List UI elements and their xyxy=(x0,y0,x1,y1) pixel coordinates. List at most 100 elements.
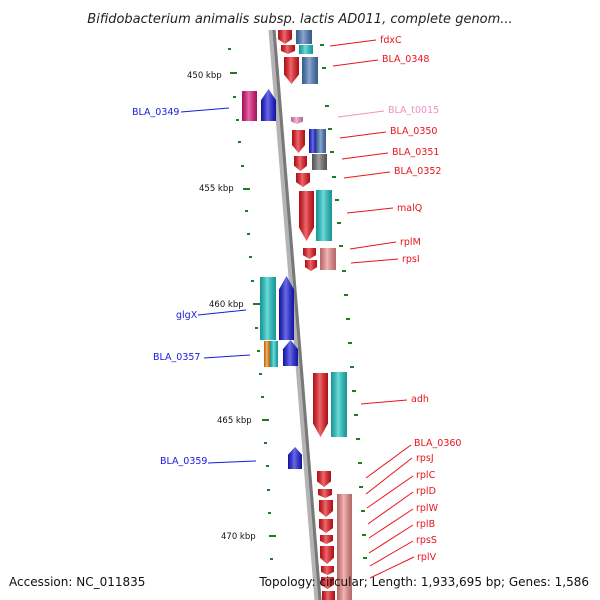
scale-tick xyxy=(249,256,252,258)
scale-tick xyxy=(348,342,352,344)
gene-label-rplm[interactable]: rplM xyxy=(400,237,421,248)
scale-tick xyxy=(328,128,332,130)
gene-label-bla-0349[interactable]: BLA_0349 xyxy=(132,107,179,118)
gene-label-bla-0348[interactable]: BLA_0348 xyxy=(382,54,429,65)
gene-rpld[interactable] xyxy=(319,519,333,533)
gene-block[interactable] xyxy=(264,341,270,367)
gene-label-fdxc[interactable]: fdxC xyxy=(380,35,402,46)
gene-fdxc[interactable] xyxy=(281,45,295,54)
gene-block[interactable] xyxy=(312,154,327,170)
gene-bla-0350[interactable] xyxy=(292,130,305,153)
scale-tick xyxy=(320,44,324,46)
gene-label-glgx[interactable]: glgX xyxy=(176,310,198,321)
gene-rplv[interactable] xyxy=(321,577,334,589)
gene-bla-t0015[interactable] xyxy=(291,117,303,124)
scale-tick xyxy=(359,486,363,488)
scale-tick xyxy=(230,72,237,74)
scale-tick xyxy=(350,366,354,368)
kbp-label: 460 kbp xyxy=(209,300,244,310)
scale-tick xyxy=(270,558,273,560)
gene-block[interactable] xyxy=(270,341,278,367)
scale-tick xyxy=(255,327,258,329)
gene-label-bla-0352[interactable]: BLA_0352 xyxy=(394,166,441,177)
gene-bla-0348[interactable] xyxy=(284,57,299,84)
scale-tick xyxy=(268,512,271,514)
gene-features xyxy=(242,30,352,600)
scale-tick xyxy=(335,199,339,201)
kbp-label: 450 kbp xyxy=(187,71,222,81)
gene-block[interactable] xyxy=(299,45,313,54)
scale-tick xyxy=(362,534,366,536)
gene-rplw[interactable] xyxy=(320,535,333,544)
gene-block[interactable] xyxy=(316,190,332,241)
gene-bla-0359[interactable] xyxy=(288,447,302,469)
gene-label-bla-0359[interactable]: BLA_0359 xyxy=(160,456,207,467)
gene-glgx[interactable] xyxy=(279,276,294,340)
gene-label-bla-0360[interactable]: BLA_0360 xyxy=(414,438,461,449)
gene-block[interactable] xyxy=(302,57,318,84)
scale-tick xyxy=(247,233,250,235)
scale-tick xyxy=(236,119,239,121)
gene-block[interactable] xyxy=(296,30,312,44)
kbp-label: 470 kbp xyxy=(221,532,256,542)
scale-ticks xyxy=(228,44,367,560)
gene-rplb[interactable] xyxy=(320,546,334,564)
gene-label-bla-0357[interactable]: BLA_0357 xyxy=(153,352,200,363)
gene-label-rpld[interactable]: rplD xyxy=(416,486,436,497)
gene-adh[interactable] xyxy=(313,373,328,437)
gene-rplc[interactable] xyxy=(319,500,333,517)
scale-tick xyxy=(354,414,358,416)
gene-label-rpsj[interactable]: rpsJ xyxy=(416,453,434,464)
accession-text: Accession: NC_011835 xyxy=(9,575,145,589)
gene-block[interactable] xyxy=(260,277,276,340)
scale-tick xyxy=(241,165,244,167)
scale-tick xyxy=(325,105,329,107)
gene-block[interactable] xyxy=(309,129,317,153)
gene-block[interactable] xyxy=(278,30,292,44)
scale-tick xyxy=(344,294,348,296)
genome-backbone xyxy=(268,29,322,600)
gene-label-rpsi[interactable]: rpsI xyxy=(402,254,420,265)
gene-label-adh[interactable]: adh xyxy=(411,394,429,405)
gene-rpss[interactable] xyxy=(321,566,334,575)
map-title: Bifidobacterium animalis subsp. lactis A… xyxy=(87,12,512,27)
gene-block[interactable] xyxy=(331,372,347,437)
gene-label-rplb[interactable]: rplB xyxy=(416,519,435,530)
gene-bla-0357[interactable] xyxy=(283,340,298,366)
gene-bla-0351[interactable] xyxy=(294,156,307,171)
gene-label-bla-0351[interactable]: BLA_0351 xyxy=(392,147,439,158)
gene-label-malq[interactable]: malQ xyxy=(397,203,422,214)
gene-labels: fdxC BLA_0348 BLA_0349 BLA_t0015 BLA_035… xyxy=(132,35,461,579)
scale-tick xyxy=(337,222,341,224)
gene-label-rplc[interactable]: rplC xyxy=(416,470,436,481)
gene-block[interactable] xyxy=(337,494,352,600)
gene-label-rplv[interactable]: rplV xyxy=(417,552,437,563)
gene-label-rpss[interactable]: rpsS xyxy=(416,535,437,546)
gene-block[interactable] xyxy=(242,91,257,121)
gene-label-bla-0350[interactable]: BLA_0350 xyxy=(390,126,437,137)
gene-block[interactable] xyxy=(322,591,335,600)
gene-bla-0352[interactable] xyxy=(296,173,310,187)
gene-label-bla-t0015[interactable]: BLA_t0015 xyxy=(388,105,439,116)
scale-tick xyxy=(352,390,356,392)
gene-block[interactable] xyxy=(316,129,326,153)
gene-malq[interactable] xyxy=(299,191,314,241)
gene-bla-0360[interactable] xyxy=(317,471,331,487)
scale-tick xyxy=(238,141,241,143)
scale-tick xyxy=(266,465,269,467)
gene-rpsi[interactable] xyxy=(305,260,317,271)
scale-tick xyxy=(358,462,362,464)
scale-tick xyxy=(262,419,269,421)
scale-tick xyxy=(342,270,346,272)
gene-label-rplw[interactable]: rplW xyxy=(416,503,439,514)
gene-rpsj[interactable] xyxy=(318,489,332,498)
scale-tick xyxy=(361,510,365,512)
gene-block[interactable] xyxy=(320,248,336,270)
scale-tick xyxy=(261,396,264,398)
scale-tick xyxy=(243,188,250,190)
gene-bla-0349[interactable] xyxy=(261,89,276,121)
gene-rplm[interactable] xyxy=(303,248,316,259)
scale-tick xyxy=(267,489,270,491)
scale-tick xyxy=(332,176,336,178)
